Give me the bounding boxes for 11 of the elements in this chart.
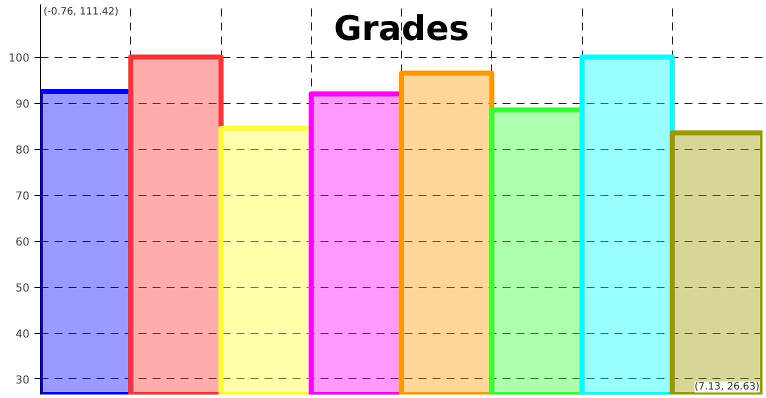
y-tick-label: 40 xyxy=(16,328,30,341)
y-tick-label: 80 xyxy=(16,144,30,157)
chart-title: Grades xyxy=(334,9,470,50)
y-tick-label: 50 xyxy=(16,282,30,295)
y-tick-label: 30 xyxy=(16,374,30,386)
annotation: (-0.76, 111.42) xyxy=(44,6,119,18)
annotation: (7.13, 26.63) xyxy=(694,382,760,392)
y-tick-label: 60 xyxy=(16,236,30,249)
y-tick-label: 90 xyxy=(16,98,30,111)
y-tick-label: 100 xyxy=(8,52,30,65)
y-tick-label: 70 xyxy=(16,190,30,203)
